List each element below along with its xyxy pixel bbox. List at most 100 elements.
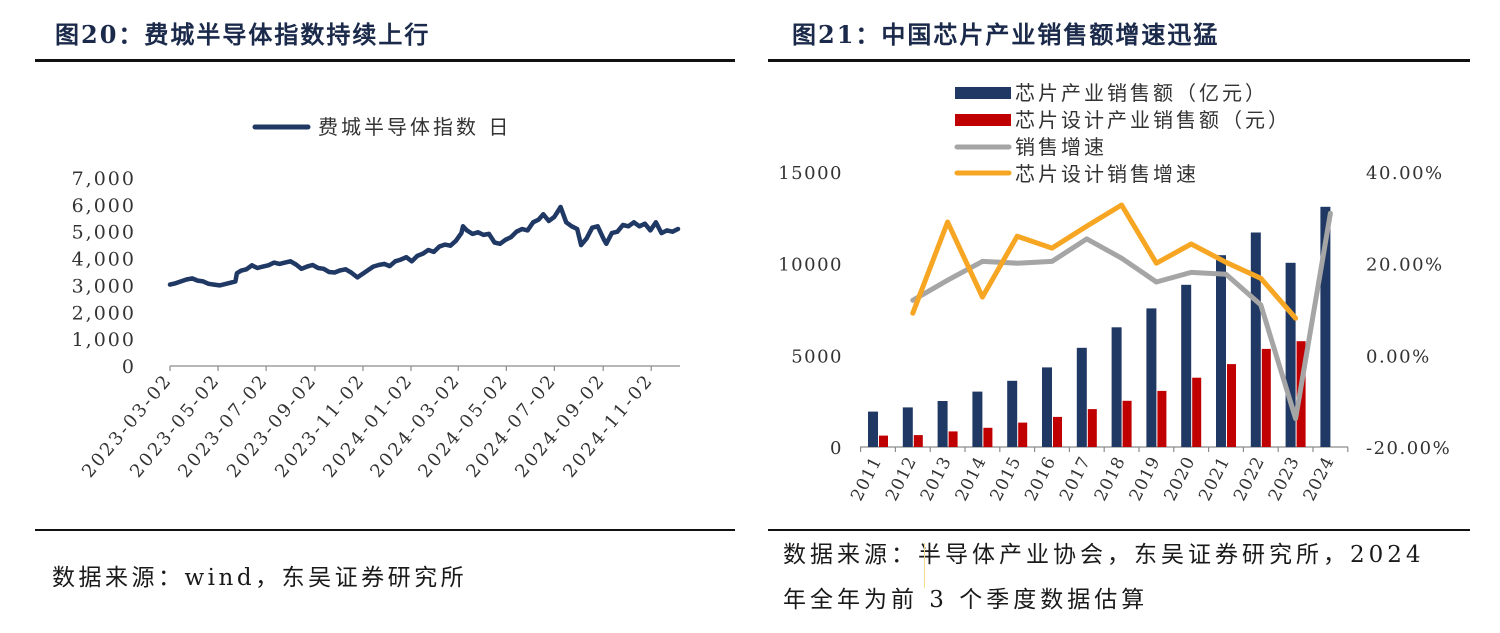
text-cursor-mark [924, 543, 925, 588]
index-point [238, 268, 243, 273]
index-point [316, 266, 321, 270]
index-point [631, 220, 636, 225]
bar-design-sales [1192, 377, 1202, 447]
design-growth-point [945, 219, 950, 225]
x-tick-label: 2022 [1230, 453, 1269, 504]
index-point [546, 219, 551, 223]
sales-growth-point [980, 259, 985, 264]
index-point [338, 268, 343, 273]
index-point [223, 282, 228, 287]
x-tick-label: 2017 [1056, 453, 1095, 504]
design-growth-point [1119, 202, 1124, 208]
index-point [659, 231, 664, 236]
bar-total-sales [902, 407, 913, 447]
design-growth-point [1084, 223, 1090, 229]
index-point [453, 238, 458, 243]
y-tick-label: 3,000 [72, 275, 136, 297]
x-tick-label: 2021 [1195, 453, 1234, 504]
index-point [520, 227, 525, 231]
index-point [575, 227, 580, 231]
index-point [179, 279, 183, 284]
y-tick-label: 4,000 [72, 249, 136, 271]
index-point [184, 277, 189, 282]
index-point [648, 228, 653, 233]
bar-total-sales [1111, 327, 1122, 447]
left-bottom-rule [35, 529, 735, 531]
bar-design-sales [948, 431, 958, 447]
index-point [626, 224, 631, 229]
index-point [255, 266, 260, 270]
index-point [409, 259, 414, 264]
index-point [564, 220, 569, 225]
left-y-tick-label: 0 [830, 438, 843, 459]
index-point [190, 276, 195, 281]
x-tick-label: 2018 [1091, 453, 1130, 504]
sales-growth-point [945, 278, 950, 283]
index-point [464, 228, 469, 233]
index-point [602, 237, 606, 242]
index-point [360, 272, 365, 277]
index-point [487, 231, 491, 236]
index-point [461, 224, 465, 229]
index-point [492, 240, 497, 245]
bar-design-sales [1018, 422, 1028, 447]
y-tick-label: 6,000 [72, 195, 136, 217]
index-point [327, 270, 332, 274]
index-point [321, 266, 326, 271]
legend-label-index: 费城半导体指数 日 [318, 115, 511, 139]
bar-total-sales [1076, 347, 1087, 447]
index-point [531, 220, 536, 225]
index-point [393, 259, 398, 264]
bar-total-sales [1285, 262, 1296, 448]
x-tick-label: 2023 [1265, 453, 1304, 504]
sales-growth-point [1084, 236, 1090, 242]
sales-growth-point [1189, 270, 1194, 275]
legend-label-design-sales: 芯片设计产业销售额（元） [1015, 108, 1291, 132]
design-growth-point [1049, 245, 1055, 251]
right-bottom-rule [768, 529, 1470, 531]
index-point [332, 270, 337, 275]
index-point [244, 267, 249, 272]
x-tick-label: 2015 [986, 453, 1025, 504]
index-point [590, 225, 595, 230]
index-point [305, 264, 309, 269]
y-tick-label: 2,000 [72, 302, 136, 324]
right-y-tick-label: 20.00% [1366, 255, 1444, 276]
index-point [234, 271, 239, 276]
legend-label-total-sales: 芯片产业销售额（亿元） [1015, 81, 1268, 105]
index-point [355, 275, 360, 280]
index-point [426, 248, 431, 252]
index-point [371, 264, 376, 269]
x-tick-label: 2012 [882, 453, 921, 504]
index-point [420, 251, 425, 256]
index-point [343, 267, 348, 272]
index-point [665, 228, 669, 233]
index-point [509, 235, 513, 240]
sales-growth-point [1154, 279, 1159, 285]
index-point [676, 227, 680, 231]
index-point [584, 236, 589, 241]
left-y-tick-label: 5000 [791, 346, 843, 367]
right-top-rule [768, 59, 1470, 62]
index-point [498, 241, 502, 246]
design-growth-line [910, 202, 1299, 321]
index-point [525, 228, 530, 233]
design-growth-point [1189, 241, 1194, 247]
index-point [415, 253, 420, 258]
left-y-tick-label: 10000 [778, 255, 843, 276]
index-point [260, 264, 265, 269]
design-growth-point [1293, 316, 1298, 321]
index-point [595, 224, 600, 229]
x-tick-label: 2014 [952, 453, 991, 504]
bar-total-sales [1007, 380, 1018, 447]
index-point [503, 237, 508, 242]
bar-design-sales [1122, 400, 1132, 447]
design-growth-point [1154, 261, 1159, 266]
index-point [431, 249, 436, 254]
sales-growth-point [1328, 211, 1333, 216]
index-point [272, 260, 276, 265]
bar-total-sales [1181, 284, 1192, 448]
index-point [569, 224, 574, 229]
index-point [481, 232, 486, 237]
index-point [448, 243, 453, 248]
